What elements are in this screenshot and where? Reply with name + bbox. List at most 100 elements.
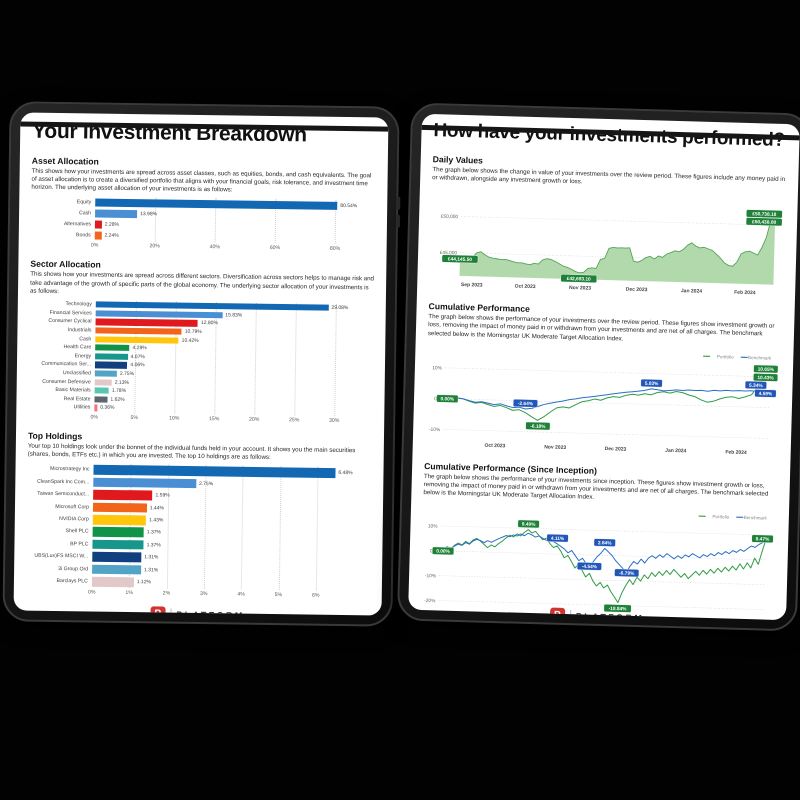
bar-value-label: 1.62% xyxy=(110,396,125,403)
bar-value-label: 1.31% xyxy=(143,566,159,573)
y-tick-label: -20% xyxy=(424,597,436,603)
svg-text:0.00%: 0.00% xyxy=(436,548,450,554)
bar-category-label: Barclays PLC xyxy=(56,577,88,585)
x-tick-label: Jan 2024 xyxy=(681,288,703,295)
bar xyxy=(93,477,197,489)
asset-allocation-chart: Equity 80.54% Cash 13.98% Alternatives 2.28% B… xyxy=(31,196,376,256)
x-tick-label: Dec 2023 xyxy=(605,446,627,453)
bar xyxy=(91,576,134,587)
bar-value-label: 1.37% xyxy=(146,542,161,549)
platform-logo-icon: P xyxy=(150,606,166,616)
line-series xyxy=(443,373,771,421)
bar xyxy=(95,318,198,327)
bar-category-label: Real Estate xyxy=(63,395,91,403)
bar-value-label: 2.13% xyxy=(114,379,129,386)
daily-values-chart: £45,000 £50,000 Sep 2023 Oct 2023 Nov 2023 De… xyxy=(429,186,786,303)
svg-text:8.47%: 8.47% xyxy=(756,536,770,542)
bar-value-label: 0.36% xyxy=(100,405,115,412)
bar-value-label: 4.06% xyxy=(130,362,145,369)
bar-category-label: Health Care xyxy=(63,344,92,351)
y-tick-label: 10% xyxy=(428,523,438,529)
bar-category-label: Taiwan Semiconduct... xyxy=(37,490,90,498)
asset-allocation-body: This shows how your investments are spre… xyxy=(31,167,372,194)
bar xyxy=(92,502,147,513)
bar-category-label: Industrials xyxy=(67,327,92,334)
svg-text:£50,438.08: £50,438.08 xyxy=(752,219,776,226)
platform-logo-icon: P xyxy=(549,607,565,621)
bar xyxy=(92,527,144,538)
bar-category-label: Cash xyxy=(79,335,92,343)
svg-text:5.03%: 5.03% xyxy=(645,380,659,386)
bar-value-label: 1.12% xyxy=(136,579,151,586)
bar-category-label: CleanSpark Inc Com... xyxy=(37,478,90,486)
x-tick-label: 20% xyxy=(149,243,160,250)
bar-category-label: Consumer Defensive xyxy=(42,378,91,386)
x-tick-label: 0% xyxy=(90,242,99,249)
top-holdings-chart: Microstrategy Inc 6.48% CleanSpark Inc Com… xyxy=(26,463,372,603)
bar xyxy=(95,344,130,352)
bar-value-label: 2.24% xyxy=(104,232,119,239)
bar-category-label: BP PLC xyxy=(70,540,89,548)
data-badge: 0.00% xyxy=(432,546,455,555)
data-badge: 5.03% xyxy=(640,378,663,388)
x-tick-label: 60% xyxy=(269,245,281,252)
legend-label: Benchmark xyxy=(744,514,768,520)
data-badge: -2.64% xyxy=(513,398,538,408)
bar-value-label: 1.59% xyxy=(155,492,170,499)
data-badge: 4.11% xyxy=(546,533,569,542)
x-tick-label: 25% xyxy=(288,416,300,424)
svg-text:10.65%: 10.65% xyxy=(758,366,775,372)
data-badge: -4.54% xyxy=(576,561,602,571)
bar-value-label: 2.75% xyxy=(119,370,135,378)
x-tick-label: Jan 2022 xyxy=(527,613,549,620)
tablet-side-button xyxy=(395,214,401,228)
data-badge: -18.84% xyxy=(603,603,632,613)
bar xyxy=(95,209,138,218)
bar xyxy=(95,327,182,335)
data-badge: £50,438.08 xyxy=(745,217,783,227)
bar-category-label: Financial Services xyxy=(49,309,92,317)
svg-text:5.34%: 5.34% xyxy=(749,382,763,388)
logo-divider xyxy=(170,608,172,616)
x-tick-label: Jul 2022 xyxy=(578,615,598,620)
x-tick-label: 4% xyxy=(237,591,245,598)
tablet-side-button xyxy=(396,196,401,210)
bar-category-label: Energy xyxy=(74,353,92,360)
x-tick-label: Jan 2024 xyxy=(665,447,687,454)
bar xyxy=(93,489,153,501)
page-title: Your Investment Breakdown xyxy=(32,119,307,147)
bar-value-label: 6.48% xyxy=(338,470,353,477)
data-badge: 0.00% xyxy=(436,394,459,403)
bar-category-label: Basic Materials xyxy=(55,387,91,394)
x-tick-label: 2% xyxy=(162,590,171,597)
svg-text:-2.64%: -2.64% xyxy=(518,401,534,407)
line-series xyxy=(439,528,767,603)
x-tick-label: Feb 2024 xyxy=(734,290,756,297)
platform-logo-text: PLATFORM xyxy=(575,610,645,621)
platform-logo: P PLATFORM xyxy=(14,604,382,616)
bar-value-label: 1.44% xyxy=(149,504,164,512)
x-tick-label: 30% xyxy=(328,417,340,424)
data-badge: £44,145.50 xyxy=(441,254,479,264)
x-tick-label: 5% xyxy=(130,414,139,421)
bar xyxy=(95,336,179,344)
x-tick-label: Nov 2023 xyxy=(569,285,591,292)
bar-value-label: 2.75% xyxy=(198,480,214,487)
bar-category-label: Bonds xyxy=(76,231,91,239)
x-tick-label: 0% xyxy=(90,414,99,421)
sector-allocation-chart: Technology 29.08% Financial Services 15.83%… xyxy=(28,300,374,428)
line-series xyxy=(443,388,771,410)
svg-text:4.11%: 4.11% xyxy=(551,535,565,541)
bar xyxy=(94,361,128,369)
right-tablet-screen: How have your investments performed? Dai… xyxy=(408,113,800,621)
bar-value-label: 15.83% xyxy=(225,312,243,319)
x-tick-label: Jan 2024 xyxy=(730,619,752,620)
bar-value-label: 1.37% xyxy=(146,529,162,536)
bar-value-label: 2.28% xyxy=(104,221,120,228)
x-tick-label: Oct 2023 xyxy=(484,442,505,449)
bar xyxy=(92,564,142,575)
data-badge: 4.59% xyxy=(754,388,777,398)
svg-text:9.49%: 9.49% xyxy=(522,521,536,527)
svg-text:10.43%: 10.43% xyxy=(757,375,774,381)
